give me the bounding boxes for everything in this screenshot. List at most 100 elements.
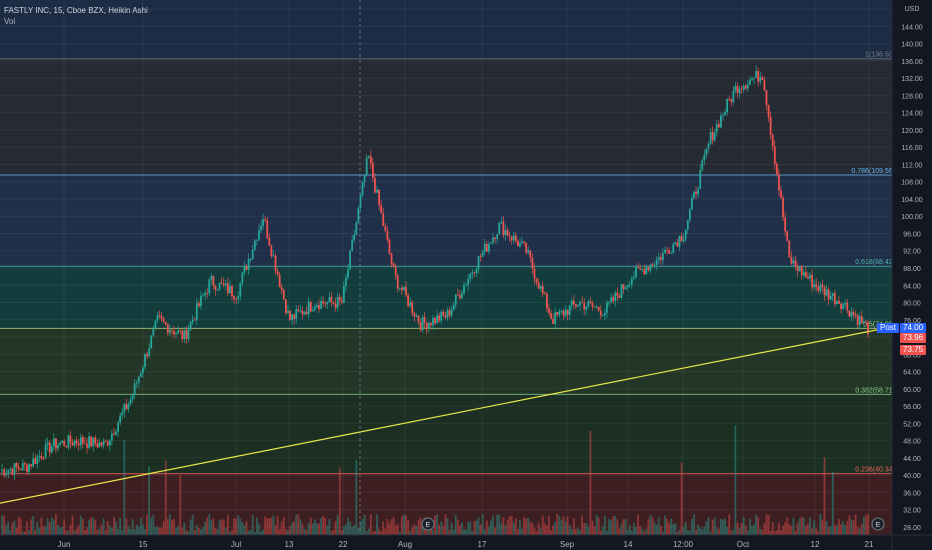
volume-bar xyxy=(773,531,776,535)
volume-bar xyxy=(359,521,362,535)
volume-bar xyxy=(601,526,604,535)
candle-body xyxy=(365,157,368,176)
volume-bar xyxy=(214,527,217,535)
candle-body xyxy=(326,301,329,305)
candle-body xyxy=(440,311,443,321)
time-axis-label: 21 xyxy=(865,540,874,549)
volume-bar xyxy=(651,517,654,535)
candle-body xyxy=(695,191,697,195)
volume-bar xyxy=(361,519,364,535)
candle-body xyxy=(351,240,354,251)
candle-body xyxy=(336,297,339,308)
volume-bar xyxy=(224,527,227,535)
volume-bar xyxy=(266,518,269,535)
candles-group xyxy=(1,65,869,481)
candle-body xyxy=(398,287,401,289)
candle-body xyxy=(204,292,206,296)
volume-bar xyxy=(560,519,563,535)
volume-indicator-label[interactable]: Vol xyxy=(4,17,16,26)
candle-body xyxy=(92,437,95,447)
candle-body xyxy=(216,289,219,291)
volume-bar xyxy=(728,514,731,535)
volume-bar xyxy=(481,514,484,535)
volume-bar xyxy=(570,529,573,535)
volume-bar xyxy=(407,520,410,535)
volume-bar xyxy=(311,523,314,535)
candle-body xyxy=(730,99,733,102)
price-axis-tick: 60.00 xyxy=(903,387,921,394)
volume-bar xyxy=(340,530,343,535)
candle-body xyxy=(649,264,652,271)
volume-bar xyxy=(245,521,248,535)
candle-body xyxy=(102,441,105,446)
price-axis-tick: 88.00 xyxy=(903,266,921,273)
volume-bar xyxy=(655,524,658,535)
volume-bar xyxy=(23,531,26,535)
price-axis-tick: 112.00 xyxy=(902,162,923,169)
volume-bar xyxy=(860,524,863,535)
volume-bar xyxy=(386,518,389,535)
volume-bar xyxy=(599,530,602,535)
candle-body xyxy=(376,189,378,193)
candle-body xyxy=(63,440,66,447)
candle-body xyxy=(531,257,534,269)
volume-bar xyxy=(131,519,134,535)
volume-bar xyxy=(260,531,262,535)
volume-bar xyxy=(589,430,592,535)
volume-bar xyxy=(784,521,787,535)
candle-body xyxy=(465,284,468,286)
candle-body xyxy=(519,242,521,247)
volume-bar xyxy=(674,522,677,535)
candle-body xyxy=(44,444,47,459)
volume-bar xyxy=(84,530,86,535)
volume-bar xyxy=(222,519,225,535)
volume-bar xyxy=(324,518,327,535)
candle-body xyxy=(850,312,853,317)
volume-bar xyxy=(485,520,488,535)
candle-body xyxy=(618,295,621,298)
volume-bar xyxy=(316,523,318,535)
candle-body xyxy=(436,315,439,324)
candle-body xyxy=(860,316,863,324)
candle-body xyxy=(651,264,654,266)
symbol-title[interactable]: FASTLY INC, 15, Cboe BZX, Heikin Ashi xyxy=(4,6,148,15)
candle-body xyxy=(425,322,428,329)
candle-body xyxy=(127,403,130,410)
candle-body xyxy=(438,315,441,321)
volume-bar xyxy=(734,425,737,535)
candle-body xyxy=(210,275,213,280)
candle-body xyxy=(529,250,532,258)
volume-bar xyxy=(577,527,579,535)
candle-body xyxy=(206,292,209,294)
price-axis-tick: 140.00 xyxy=(901,42,923,49)
candle-body xyxy=(819,284,822,291)
candle-body xyxy=(593,306,596,308)
volume-bar xyxy=(113,517,115,535)
candle-body xyxy=(796,266,799,272)
volume-bar xyxy=(403,514,405,535)
candle-body xyxy=(852,312,855,315)
candle-body xyxy=(711,132,714,141)
bid-price-label: 73.96 xyxy=(900,333,927,344)
volume-bar xyxy=(717,528,720,535)
volume-bar xyxy=(156,526,159,535)
volume-bar xyxy=(276,515,279,535)
volume-bar xyxy=(533,527,536,535)
volume-bar xyxy=(88,520,90,535)
candle-body xyxy=(767,104,770,117)
candle-body xyxy=(382,213,385,227)
price-axis-tick: 132.00 xyxy=(901,76,923,83)
price-axis-tick: 56.00 xyxy=(903,404,921,411)
candle-body xyxy=(479,256,482,258)
candle-body xyxy=(475,269,478,273)
candle-body xyxy=(280,287,283,291)
candle-body xyxy=(247,258,250,270)
price-axis-tick: 52.00 xyxy=(903,421,921,428)
volume-bar xyxy=(684,522,687,535)
candle-body xyxy=(707,143,710,149)
volume-bar xyxy=(639,526,642,535)
candle-body xyxy=(817,286,820,291)
volume-bar xyxy=(467,522,470,535)
price-axis-tick: 76.00 xyxy=(903,318,921,325)
